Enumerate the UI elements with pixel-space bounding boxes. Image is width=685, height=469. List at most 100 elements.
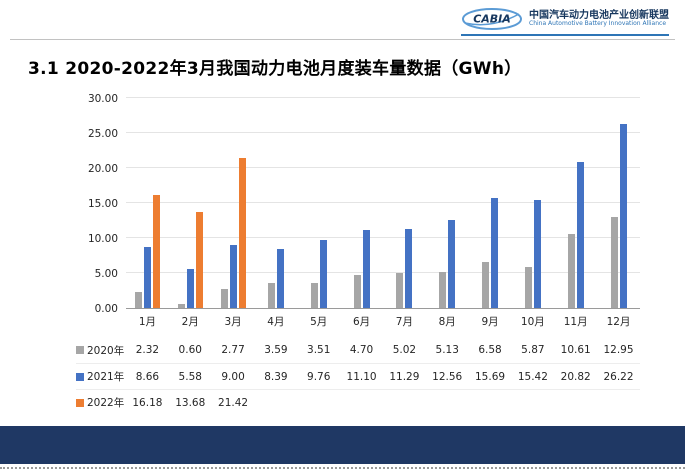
legend-label-cell: 2022年 xyxy=(76,395,126,410)
value-cell: 15.42 xyxy=(517,370,548,383)
value-cell: 5.02 xyxy=(392,344,417,356)
value-cell: 9.00 xyxy=(221,370,245,383)
bar xyxy=(610,217,618,308)
x-axis-label: 6月 xyxy=(352,316,371,328)
bar-group xyxy=(212,99,255,308)
gridline xyxy=(126,237,640,238)
value-cell: 8.39 xyxy=(264,370,288,383)
value-cell: 12.95 xyxy=(603,344,634,356)
cabia-logo-block: CABIA 中国汽车动力电池产业创新联盟 China Automotive Ba… xyxy=(461,7,669,36)
bar xyxy=(186,268,194,308)
x-axis-label: 4月 xyxy=(267,316,285,328)
value-cell: 4.70 xyxy=(349,344,374,356)
bar-group xyxy=(469,99,512,308)
legend-swatch xyxy=(76,372,84,381)
value-cell: 2.32 xyxy=(135,344,160,356)
bar xyxy=(405,228,413,308)
y-tick-label: 25.00 xyxy=(87,128,118,140)
value-cell: 3.51 xyxy=(307,344,331,356)
x-axis-label: 9月 xyxy=(481,316,499,328)
value-cell: 13.68 xyxy=(175,396,206,409)
x-axis-label: 5月 xyxy=(310,316,328,328)
value-cell: 8.66 xyxy=(135,370,160,383)
bar xyxy=(482,261,490,308)
gridline xyxy=(126,167,640,168)
x-axis-label: 1月 xyxy=(138,316,156,328)
x-axis-label: 3月 xyxy=(224,316,242,328)
table-row: 2022年 16.18 13.68 21.42 xyxy=(76,389,640,415)
value-cell: 20.82 xyxy=(560,370,591,383)
bar xyxy=(319,239,327,308)
value-cell: 15.69 xyxy=(475,370,506,383)
x-axis-label: 11月 xyxy=(563,316,588,328)
value-cell: 10.61 xyxy=(560,344,591,356)
bar-group xyxy=(383,99,426,308)
x-axis-label: 12月 xyxy=(606,316,631,328)
x-axis-label: 7月 xyxy=(395,316,413,328)
y-tick-label: 15.00 xyxy=(87,198,118,210)
plot-area xyxy=(126,97,640,309)
page-bottom-edge xyxy=(0,467,685,469)
bar xyxy=(310,283,318,308)
gridline xyxy=(126,202,640,203)
chart: 0.00 5.00 10.00 15.00 20.00 25.00 30.00 1月 2月 3月… xyxy=(76,93,640,329)
org-text: 中国汽车动力电池产业创新联盟 China Automotive Battery … xyxy=(529,10,669,28)
bar xyxy=(524,266,532,308)
bar xyxy=(533,200,541,308)
gridline xyxy=(126,97,640,98)
bar-group xyxy=(254,99,297,308)
org-name-cn: 中国汽车动力电池产业创新联盟 xyxy=(529,9,669,21)
value-cell: 12.56 xyxy=(432,370,463,383)
bar xyxy=(195,212,203,308)
series-name: 2020年 xyxy=(87,344,125,357)
bar xyxy=(439,272,447,308)
legend-label-cell: 2021年 xyxy=(76,369,126,384)
value-cell: 5.58 xyxy=(178,370,202,383)
value-cell: 2.77 xyxy=(221,344,245,356)
value-cell: 0.60 xyxy=(178,344,202,356)
bar xyxy=(152,194,160,308)
bar xyxy=(177,303,185,308)
gridline xyxy=(126,132,640,133)
value-cell: 5.13 xyxy=(435,344,459,356)
bar xyxy=(396,272,404,308)
header: CABIA 中国汽车动力电池产业创新联盟 China Automotive Ba… xyxy=(0,0,685,39)
cabia-logo-icon: CABIA xyxy=(462,8,522,30)
header-divider xyxy=(10,39,675,40)
legend-swatch xyxy=(76,346,84,354)
bar-group xyxy=(426,99,469,308)
org-name-en: China Automotive Battery Innovation Alli… xyxy=(529,20,667,28)
bar xyxy=(276,249,284,308)
value-cell: 3.59 xyxy=(264,344,288,356)
y-tick-label: 20.00 xyxy=(87,163,118,175)
x-axis-label: 10月 xyxy=(520,316,545,328)
page-title: 3.1 2020-2022年3月我国动力电池月度装车量数据（GWh） xyxy=(28,59,522,79)
bar-group xyxy=(340,99,383,308)
bar xyxy=(267,282,275,308)
cabia-logo-text: CABIA xyxy=(473,13,511,26)
y-tick-label: 30.00 xyxy=(87,93,118,105)
value-cell: 5.87 xyxy=(521,344,545,356)
bar xyxy=(238,158,246,308)
series-name: 2022年 xyxy=(87,397,125,409)
bar-group xyxy=(126,99,169,308)
bar-group xyxy=(169,99,212,308)
x-axis-label: 8月 xyxy=(438,316,456,328)
bar-groups xyxy=(126,99,640,308)
value-cell: 16.18 xyxy=(132,396,163,409)
bar-group xyxy=(297,99,340,308)
bar xyxy=(143,247,151,308)
value-cell: 6.58 xyxy=(478,344,502,356)
value-cell: 26.22 xyxy=(603,370,634,383)
y-tick-label: 10.00 xyxy=(87,233,118,245)
x-axis: 1月 2月 3月 4月 5月 6月 7月 8月 9月 10月 11月 12月 xyxy=(76,314,640,329)
x-axis-label: 2月 xyxy=(181,316,199,328)
bar xyxy=(220,288,228,308)
bar xyxy=(362,230,370,308)
y-tick-label: 0.00 xyxy=(94,303,118,315)
y-tick-label: 5.00 xyxy=(94,268,118,280)
bar xyxy=(229,245,237,308)
bar xyxy=(134,291,142,308)
value-cell: 9.76 xyxy=(307,370,331,383)
